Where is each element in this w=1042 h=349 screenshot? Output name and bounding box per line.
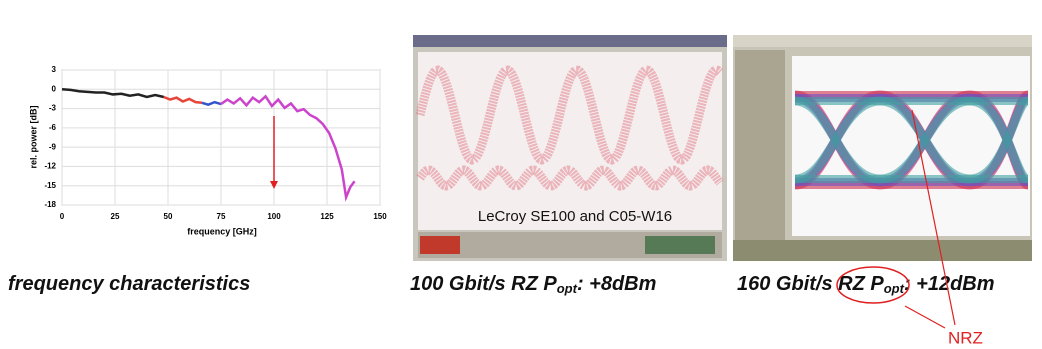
x-axis-label: frequency [GHz]	[187, 226, 257, 236]
caption-text: : +8dBm	[577, 273, 656, 295]
caption-subscript: opt	[884, 281, 905, 296]
x-tick-label: 125	[320, 212, 334, 221]
scope-menu	[413, 35, 727, 47]
scope-status	[733, 240, 1032, 261]
y-tick-label: -9	[49, 142, 57, 151]
scope-panel	[645, 236, 715, 254]
scope-sidebar	[735, 50, 785, 240]
x-tick-label: 100	[267, 212, 281, 221]
slide: frequency [GHz] rel. power [dB] 3 0 -3 -6 -9…	[0, 0, 1042, 349]
x-tick-label: 150	[373, 212, 387, 221]
y-tick-label: 3	[52, 65, 57, 74]
y-tick-label: -15	[44, 181, 56, 190]
caption: 160 Gbit/s RZ Popt: +12dBm	[737, 273, 995, 296]
caption-text: frequency characteristics	[8, 273, 250, 295]
caption: 100 Gbit/s RZ Popt: +8dBm	[410, 273, 656, 296]
y-tick-label: -18	[44, 200, 56, 209]
scope-panel	[420, 236, 460, 254]
x-tick-label: 0	[60, 212, 65, 221]
y-tick-label: -12	[44, 162, 56, 171]
scope-label: LeCroy SE100 and C05-W16	[478, 208, 672, 225]
caption-text: 160 Gbit/s RZ P	[737, 273, 884, 295]
scope-screenshot: LeCroy SE100 and C05-W16	[413, 35, 727, 261]
y-tick-label: -6	[49, 123, 57, 132]
line	[202, 102, 221, 105]
x-tick-label: 25	[111, 212, 120, 221]
x-tick-label: 50	[164, 212, 173, 221]
caption-subscript: opt	[557, 281, 578, 296]
y-tick-label: -3	[49, 104, 57, 113]
caption-text: 100 Gbit/s RZ P	[410, 273, 557, 295]
scope-screenshot	[733, 35, 1032, 261]
y-tick-label: 0	[52, 84, 57, 93]
x-tick-label: 75	[217, 212, 226, 221]
caption-text: : +12dBm	[904, 273, 995, 295]
caption: frequency characteristics	[8, 273, 250, 295]
y-axis-label: rel. power [dB]	[28, 105, 38, 168]
scope-menu	[733, 35, 1032, 47]
annotation: NRZ	[948, 328, 983, 347]
